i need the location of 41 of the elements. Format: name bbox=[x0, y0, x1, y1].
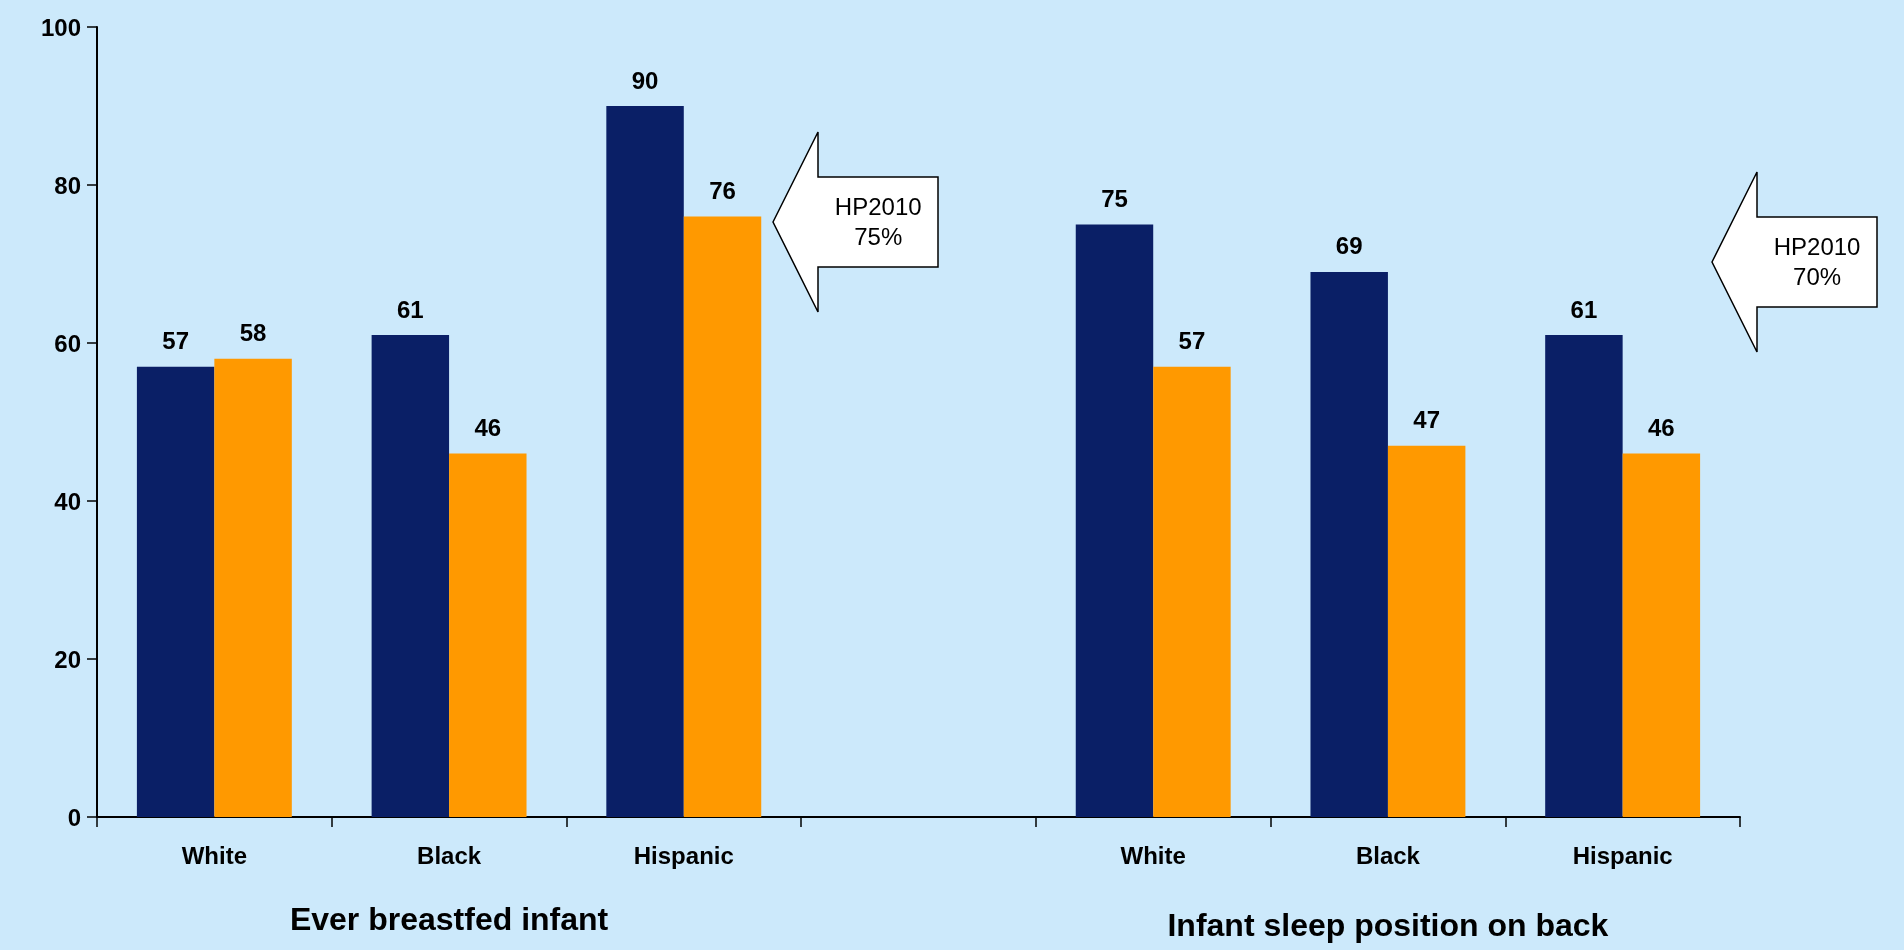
y-tick-label: 40 bbox=[54, 487, 81, 515]
y-tick-label: 100 bbox=[40, 13, 81, 41]
data-label: 76 bbox=[709, 177, 736, 205]
data-label: 46 bbox=[474, 414, 502, 442]
bar bbox=[606, 106, 684, 817]
data-label: 57 bbox=[1178, 327, 1206, 355]
bar bbox=[371, 335, 450, 817]
y-tick-label: 80 bbox=[54, 171, 81, 199]
bar bbox=[136, 366, 215, 817]
annotation: HP2010 75% bbox=[833, 192, 923, 252]
data-label: 69 bbox=[1335, 232, 1363, 260]
x-tick-label: Hispanic bbox=[1572, 841, 1673, 869]
text: Infant sleep position on back bbox=[1167, 907, 1609, 944]
data-label: 47 bbox=[1413, 406, 1441, 434]
bar bbox=[449, 453, 527, 817]
x-tick-label: White bbox=[1120, 841, 1186, 869]
bar bbox=[1387, 445, 1466, 817]
y-tick-label: 60 bbox=[54, 329, 81, 357]
arrow-icon: HP2010 70% bbox=[1712, 172, 1878, 352]
bar bbox=[1310, 271, 1388, 817]
data-label: 75 bbox=[1101, 185, 1128, 212]
bar bbox=[683, 216, 762, 817]
x-tick-label: Black bbox=[1355, 841, 1421, 869]
data-label: 61 bbox=[1570, 295, 1598, 323]
arrow-icon: HP2010 75% bbox=[773, 132, 939, 312]
x-tick-label: White bbox=[181, 841, 248, 869]
data-label: 57 bbox=[162, 327, 189, 355]
data-label: 90 bbox=[631, 66, 659, 94]
x-tick-label: Hispanic bbox=[633, 841, 734, 869]
y-tick-label: 0 bbox=[67, 803, 81, 831]
text: Ever breastfed infant bbox=[289, 901, 609, 938]
data-label: 58 bbox=[239, 319, 267, 347]
x-tick-label: Black bbox=[417, 841, 482, 869]
data-label: 46 bbox=[1648, 414, 1675, 442]
bar bbox=[1153, 366, 1231, 817]
bar bbox=[1075, 224, 1154, 817]
bar bbox=[1622, 453, 1701, 817]
bar bbox=[1545, 335, 1623, 817]
data-label: 61 bbox=[396, 295, 424, 323]
bar bbox=[214, 358, 292, 817]
y-tick-label: 20 bbox=[54, 645, 81, 673]
